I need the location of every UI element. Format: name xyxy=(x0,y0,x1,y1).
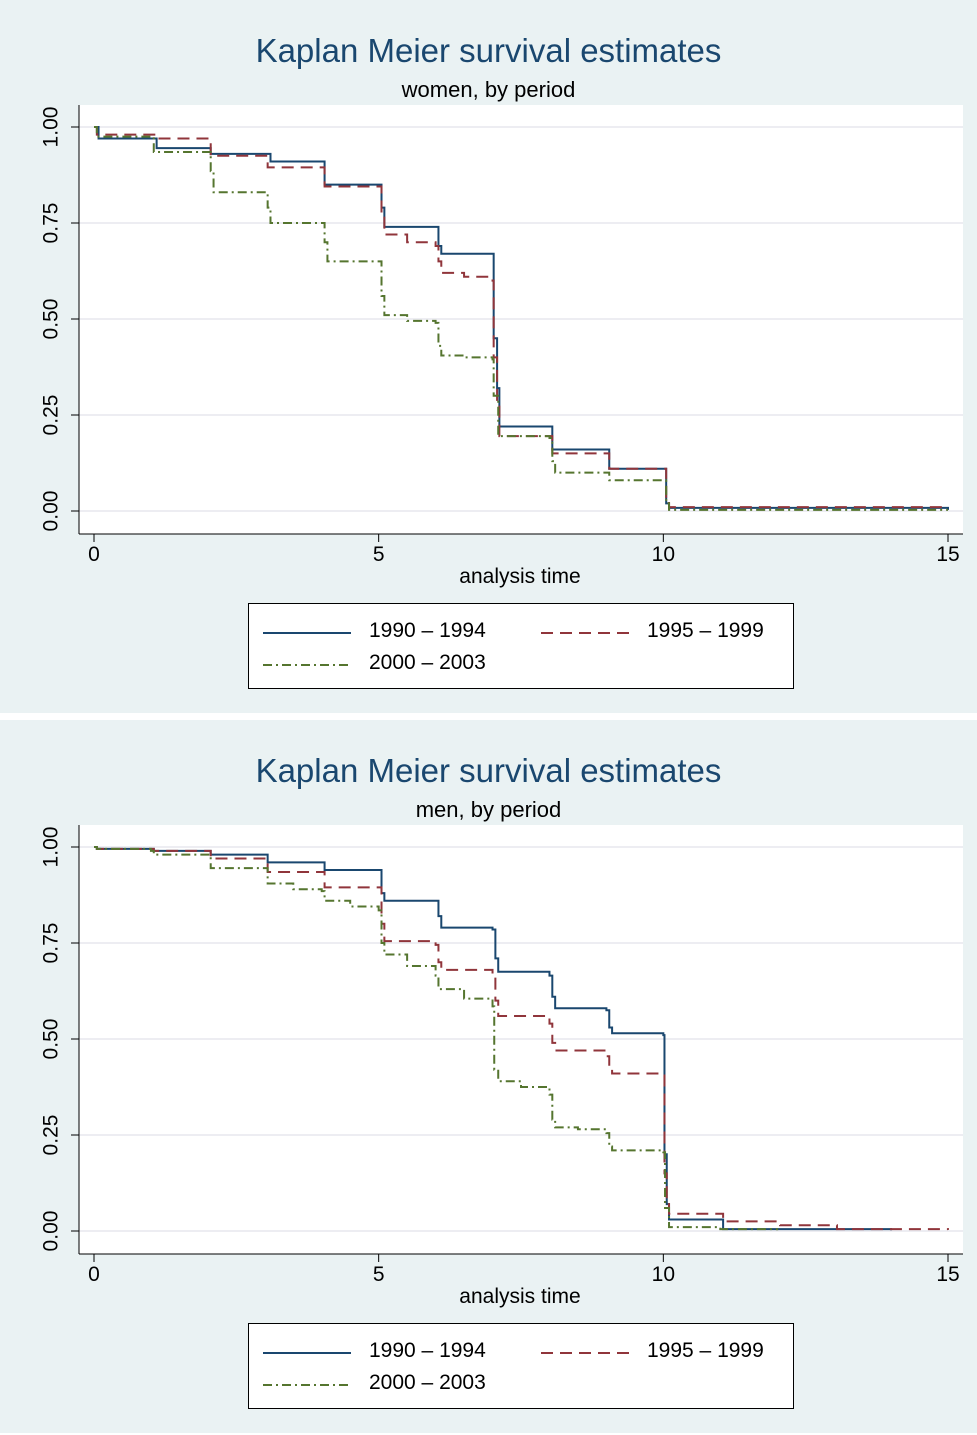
legend: 1990 – 1994 1995 – 1999 2000 – 2003 xyxy=(248,1323,794,1409)
series-line xyxy=(94,846,779,1231)
legend-label: 2000 – 2003 xyxy=(369,651,486,674)
x-tick-label: 5 xyxy=(373,1263,385,1286)
legend-label: 1990 – 1994 xyxy=(369,619,486,642)
x-tick-label: 15 xyxy=(936,543,959,566)
series-line xyxy=(94,126,948,511)
chart-title: Kaplan Meier survival estimates xyxy=(255,32,722,69)
y-tick-label: 0.00 xyxy=(40,1211,63,1252)
legend-label: 1995 – 1999 xyxy=(647,1339,764,1362)
legend: 1990 – 1994 1995 – 1999 2000 – 2003 xyxy=(248,603,794,689)
x-tick-label: 10 xyxy=(652,1263,675,1286)
legend-label: 1990 – 1994 xyxy=(369,1339,486,1362)
y-tick-label: 1.00 xyxy=(40,107,63,148)
y-tick-label: 0.75 xyxy=(40,923,63,964)
legend-label: 2000 – 2003 xyxy=(369,1371,486,1394)
x-axis-label: analysis time xyxy=(459,1285,581,1308)
chart-subtitle: men, by period xyxy=(415,797,562,822)
x-tick-label: 0 xyxy=(88,543,100,566)
legend-swatch xyxy=(541,632,629,634)
x-axis-label: analysis time xyxy=(459,565,581,588)
legend-swatch xyxy=(263,632,351,634)
series-line xyxy=(94,126,948,509)
y-tick-label: 0.50 xyxy=(40,1019,63,1060)
x-tick-label: 0 xyxy=(88,1263,100,1286)
y-tick-label: 0.75 xyxy=(40,203,63,244)
men-panel: Kaplan Meier survival estimates men, by … xyxy=(0,720,977,1433)
plot-area: 0.00 0.25 0.50 0.75 1.00 0 5 10 15 xyxy=(40,825,963,1286)
x-tick-label: 5 xyxy=(373,543,385,566)
y-tick-label: 1.00 xyxy=(40,827,63,868)
chart-title: Kaplan Meier survival estimates xyxy=(255,752,722,789)
plot-area: 0.00 0.25 0.50 0.75 1.00 0 5 10 15 xyxy=(40,105,963,566)
x-tick-label: 10 xyxy=(652,543,675,566)
series-line xyxy=(94,846,949,1231)
chart-subtitle: women, by period xyxy=(401,77,576,102)
y-tick-label: 0.25 xyxy=(40,1115,63,1156)
y-tick-label: 0.25 xyxy=(40,395,63,436)
legend-label: 1995 – 1999 xyxy=(647,619,764,642)
y-tick-label: 0.00 xyxy=(40,491,63,532)
women-panel: Kaplan Meier survival estimates women, b… xyxy=(0,0,977,713)
legend-swatch xyxy=(263,1384,351,1386)
legend-swatch xyxy=(541,1352,629,1354)
legend-swatch xyxy=(263,1352,351,1354)
x-tick-label: 15 xyxy=(936,1263,959,1286)
y-tick-label: 0.50 xyxy=(40,299,63,340)
legend-swatch xyxy=(263,664,351,666)
